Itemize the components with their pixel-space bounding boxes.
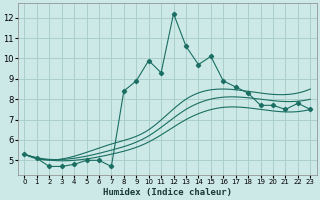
X-axis label: Humidex (Indice chaleur): Humidex (Indice chaleur) [103, 188, 232, 197]
